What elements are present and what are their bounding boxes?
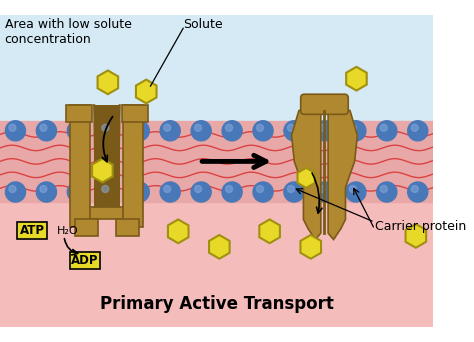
Circle shape bbox=[36, 182, 56, 202]
Text: ATP: ATP bbox=[19, 224, 45, 237]
Circle shape bbox=[319, 124, 326, 131]
Polygon shape bbox=[116, 220, 139, 236]
Polygon shape bbox=[66, 105, 92, 122]
Polygon shape bbox=[70, 105, 94, 227]
Circle shape bbox=[160, 121, 180, 141]
Circle shape bbox=[377, 121, 397, 141]
Circle shape bbox=[411, 124, 418, 131]
Circle shape bbox=[191, 121, 211, 141]
Circle shape bbox=[9, 124, 16, 131]
Circle shape bbox=[40, 124, 47, 131]
Circle shape bbox=[380, 185, 387, 193]
Text: H₂O: H₂O bbox=[57, 226, 78, 236]
Circle shape bbox=[408, 121, 428, 141]
Circle shape bbox=[191, 182, 211, 202]
Circle shape bbox=[349, 185, 356, 193]
Circle shape bbox=[284, 121, 304, 141]
Bar bbox=[0, 121, 433, 202]
Circle shape bbox=[98, 121, 118, 141]
Circle shape bbox=[36, 121, 56, 141]
Circle shape bbox=[133, 185, 140, 193]
Text: Carrier protein: Carrier protein bbox=[375, 220, 466, 233]
Circle shape bbox=[40, 185, 47, 193]
Circle shape bbox=[256, 124, 264, 131]
Bar bbox=[0, 182, 433, 327]
Circle shape bbox=[256, 185, 264, 193]
Polygon shape bbox=[75, 220, 98, 236]
Circle shape bbox=[253, 121, 273, 141]
Circle shape bbox=[287, 124, 294, 131]
Circle shape bbox=[315, 182, 335, 202]
Circle shape bbox=[98, 182, 118, 202]
Circle shape bbox=[129, 182, 149, 202]
Circle shape bbox=[164, 185, 171, 193]
Polygon shape bbox=[298, 168, 315, 188]
Polygon shape bbox=[91, 207, 123, 220]
Circle shape bbox=[346, 182, 366, 202]
Circle shape bbox=[380, 124, 387, 131]
Polygon shape bbox=[346, 67, 367, 91]
Polygon shape bbox=[136, 80, 156, 103]
Circle shape bbox=[287, 185, 294, 193]
Circle shape bbox=[67, 182, 87, 202]
FancyBboxPatch shape bbox=[301, 94, 348, 114]
Circle shape bbox=[133, 124, 140, 131]
Circle shape bbox=[71, 124, 78, 131]
Polygon shape bbox=[168, 220, 189, 243]
Polygon shape bbox=[92, 159, 113, 182]
Circle shape bbox=[315, 121, 335, 141]
Circle shape bbox=[164, 124, 171, 131]
Polygon shape bbox=[209, 235, 229, 259]
FancyBboxPatch shape bbox=[18, 222, 46, 239]
Circle shape bbox=[195, 185, 201, 193]
Circle shape bbox=[5, 121, 26, 141]
Circle shape bbox=[102, 124, 109, 131]
Bar bbox=[0, 15, 433, 141]
Polygon shape bbox=[292, 102, 321, 239]
Polygon shape bbox=[98, 70, 118, 94]
Circle shape bbox=[67, 121, 87, 141]
Circle shape bbox=[226, 185, 233, 193]
Circle shape bbox=[411, 185, 418, 193]
Text: Area with low solute
concentration: Area with low solute concentration bbox=[5, 18, 131, 47]
Circle shape bbox=[408, 182, 428, 202]
Circle shape bbox=[284, 182, 304, 202]
Circle shape bbox=[377, 182, 397, 202]
Circle shape bbox=[9, 185, 16, 193]
Polygon shape bbox=[120, 105, 144, 227]
Text: Solute: Solute bbox=[183, 18, 222, 31]
Polygon shape bbox=[406, 224, 426, 248]
Circle shape bbox=[253, 182, 273, 202]
Polygon shape bbox=[301, 235, 321, 259]
Text: ADP: ADP bbox=[71, 254, 99, 267]
Polygon shape bbox=[328, 102, 357, 239]
Circle shape bbox=[226, 124, 233, 131]
FancyBboxPatch shape bbox=[70, 252, 100, 269]
Polygon shape bbox=[94, 105, 120, 207]
Circle shape bbox=[160, 182, 180, 202]
Circle shape bbox=[222, 182, 242, 202]
Text: Primary Active Transport: Primary Active Transport bbox=[100, 295, 334, 313]
Polygon shape bbox=[259, 220, 280, 243]
Circle shape bbox=[319, 185, 326, 193]
Circle shape bbox=[5, 182, 26, 202]
Circle shape bbox=[71, 185, 78, 193]
Circle shape bbox=[222, 121, 242, 141]
Circle shape bbox=[349, 124, 356, 131]
Circle shape bbox=[195, 124, 201, 131]
Circle shape bbox=[102, 185, 109, 193]
Circle shape bbox=[129, 121, 149, 141]
Polygon shape bbox=[121, 105, 148, 122]
Circle shape bbox=[346, 121, 366, 141]
